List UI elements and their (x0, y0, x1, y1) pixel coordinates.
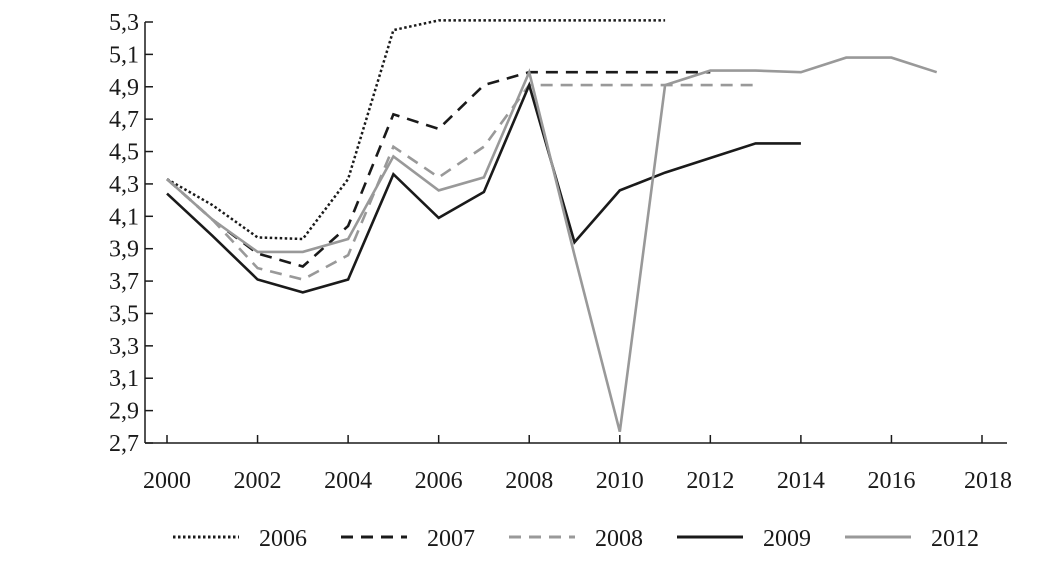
x-tick-label: 2018 (964, 468, 1012, 494)
y-tick-label: 3,9 (109, 237, 139, 263)
legend-label-2007: 2007 (427, 526, 475, 552)
x-tick-label: 2008 (505, 468, 553, 494)
legend-label-2006: 2006 (259, 526, 307, 552)
legend-label-2009: 2009 (763, 526, 811, 552)
x-tick-label: 2012 (686, 468, 734, 494)
y-tick-label: 3,7 (109, 269, 139, 295)
x-tick-label: 2004 (324, 468, 372, 494)
y-tick-label: 3,5 (109, 301, 139, 327)
x-tick-label: 2016 (867, 468, 915, 494)
y-tick-label: 4,3 (109, 172, 139, 198)
legend: 2006 2007 2008 2009 2012 (173, 526, 979, 552)
series-lines (166, 19, 938, 433)
x-tick-label: 2006 (415, 468, 463, 494)
legend-label-2008: 2008 (595, 526, 643, 552)
y-tick-label: 3,1 (109, 366, 139, 392)
y-tick-label: 3,3 (109, 334, 139, 360)
series-line-2007 (166, 70, 711, 268)
x-axis-ticks: 2000 2002 2004 2006 2008 2010 2012 2014 2016 2018 (143, 435, 1012, 494)
x-tick-label: 2000 (143, 468, 191, 494)
y-tick-label: 4,1 (109, 204, 139, 230)
y-axis-ticks: 2,7 2,9 3,1 3,3 3,5 3,7 3,9 4,1 4,3 4,5 4,7 4,9 5,1 5… (109, 10, 153, 457)
y-tick-label: 4,5 (109, 140, 139, 166)
series-line-2006 (166, 19, 666, 241)
chart-axes (144, 22, 1007, 444)
y-tick-label: 4,7 (109, 107, 139, 133)
series-line-2008 (166, 83, 756, 281)
x-tick-label: 2010 (596, 468, 644, 494)
y-tick-label: 2,9 (109, 399, 139, 425)
series-line-2009 (166, 81, 801, 294)
y-tick-label: 5,1 (109, 42, 139, 68)
legend-label-2012: 2012 (931, 526, 979, 552)
x-tick-label: 2002 (234, 468, 282, 494)
y-tick-label: 5,3 (109, 10, 139, 36)
x-tick-label: 2014 (777, 468, 825, 494)
series-line-2012 (166, 56, 938, 433)
y-tick-label: 4,9 (109, 75, 139, 101)
y-tick-label: 2,7 (109, 431, 139, 457)
